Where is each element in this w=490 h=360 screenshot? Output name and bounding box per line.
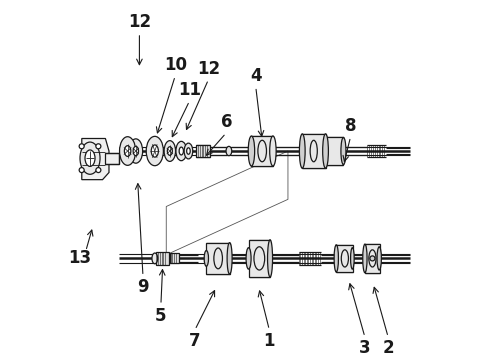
Text: 11: 11 xyxy=(178,81,201,99)
Text: 8: 8 xyxy=(345,117,356,135)
Circle shape xyxy=(96,167,101,172)
Ellipse shape xyxy=(204,251,208,266)
Bar xyxy=(325,138,343,165)
Text: 2: 2 xyxy=(382,339,394,357)
Bar xyxy=(251,136,273,166)
Ellipse shape xyxy=(129,139,143,163)
Ellipse shape xyxy=(270,136,276,166)
Bar xyxy=(170,253,179,264)
Ellipse shape xyxy=(334,245,339,272)
Ellipse shape xyxy=(248,136,255,166)
Bar xyxy=(105,153,119,163)
Ellipse shape xyxy=(341,138,346,165)
Bar xyxy=(336,245,353,272)
Text: 4: 4 xyxy=(250,67,262,85)
Ellipse shape xyxy=(268,240,272,277)
Ellipse shape xyxy=(226,147,232,156)
Circle shape xyxy=(79,144,84,149)
Circle shape xyxy=(79,167,84,172)
Ellipse shape xyxy=(176,141,187,161)
Bar xyxy=(196,145,210,157)
Bar xyxy=(302,134,325,168)
Ellipse shape xyxy=(80,142,100,174)
Ellipse shape xyxy=(363,244,367,273)
Polygon shape xyxy=(82,139,109,180)
Text: 6: 6 xyxy=(221,113,233,131)
Text: 10: 10 xyxy=(164,56,187,74)
Bar xyxy=(155,252,169,265)
Bar xyxy=(206,243,230,274)
Ellipse shape xyxy=(151,145,158,157)
Text: 9: 9 xyxy=(137,278,149,296)
Text: 7: 7 xyxy=(189,332,201,350)
Text: 5: 5 xyxy=(155,307,167,325)
Ellipse shape xyxy=(164,141,175,161)
Ellipse shape xyxy=(167,147,172,155)
Ellipse shape xyxy=(124,146,131,156)
Ellipse shape xyxy=(323,134,328,168)
Ellipse shape xyxy=(299,134,305,168)
Ellipse shape xyxy=(152,253,158,264)
Ellipse shape xyxy=(184,143,193,159)
Ellipse shape xyxy=(120,137,136,165)
Ellipse shape xyxy=(133,147,139,156)
Circle shape xyxy=(96,144,101,149)
Bar xyxy=(248,240,270,277)
Ellipse shape xyxy=(187,148,190,154)
Text: 12: 12 xyxy=(197,60,220,78)
Ellipse shape xyxy=(227,243,232,274)
Ellipse shape xyxy=(85,150,95,166)
Bar xyxy=(365,244,380,273)
Ellipse shape xyxy=(246,248,251,269)
Ellipse shape xyxy=(377,247,381,270)
Ellipse shape xyxy=(179,147,183,155)
Circle shape xyxy=(370,256,375,261)
Text: 13: 13 xyxy=(68,249,91,267)
Ellipse shape xyxy=(350,248,354,269)
Text: 3: 3 xyxy=(359,339,371,357)
Text: 1: 1 xyxy=(264,332,275,350)
Ellipse shape xyxy=(146,136,163,166)
Text: 12: 12 xyxy=(128,13,151,31)
